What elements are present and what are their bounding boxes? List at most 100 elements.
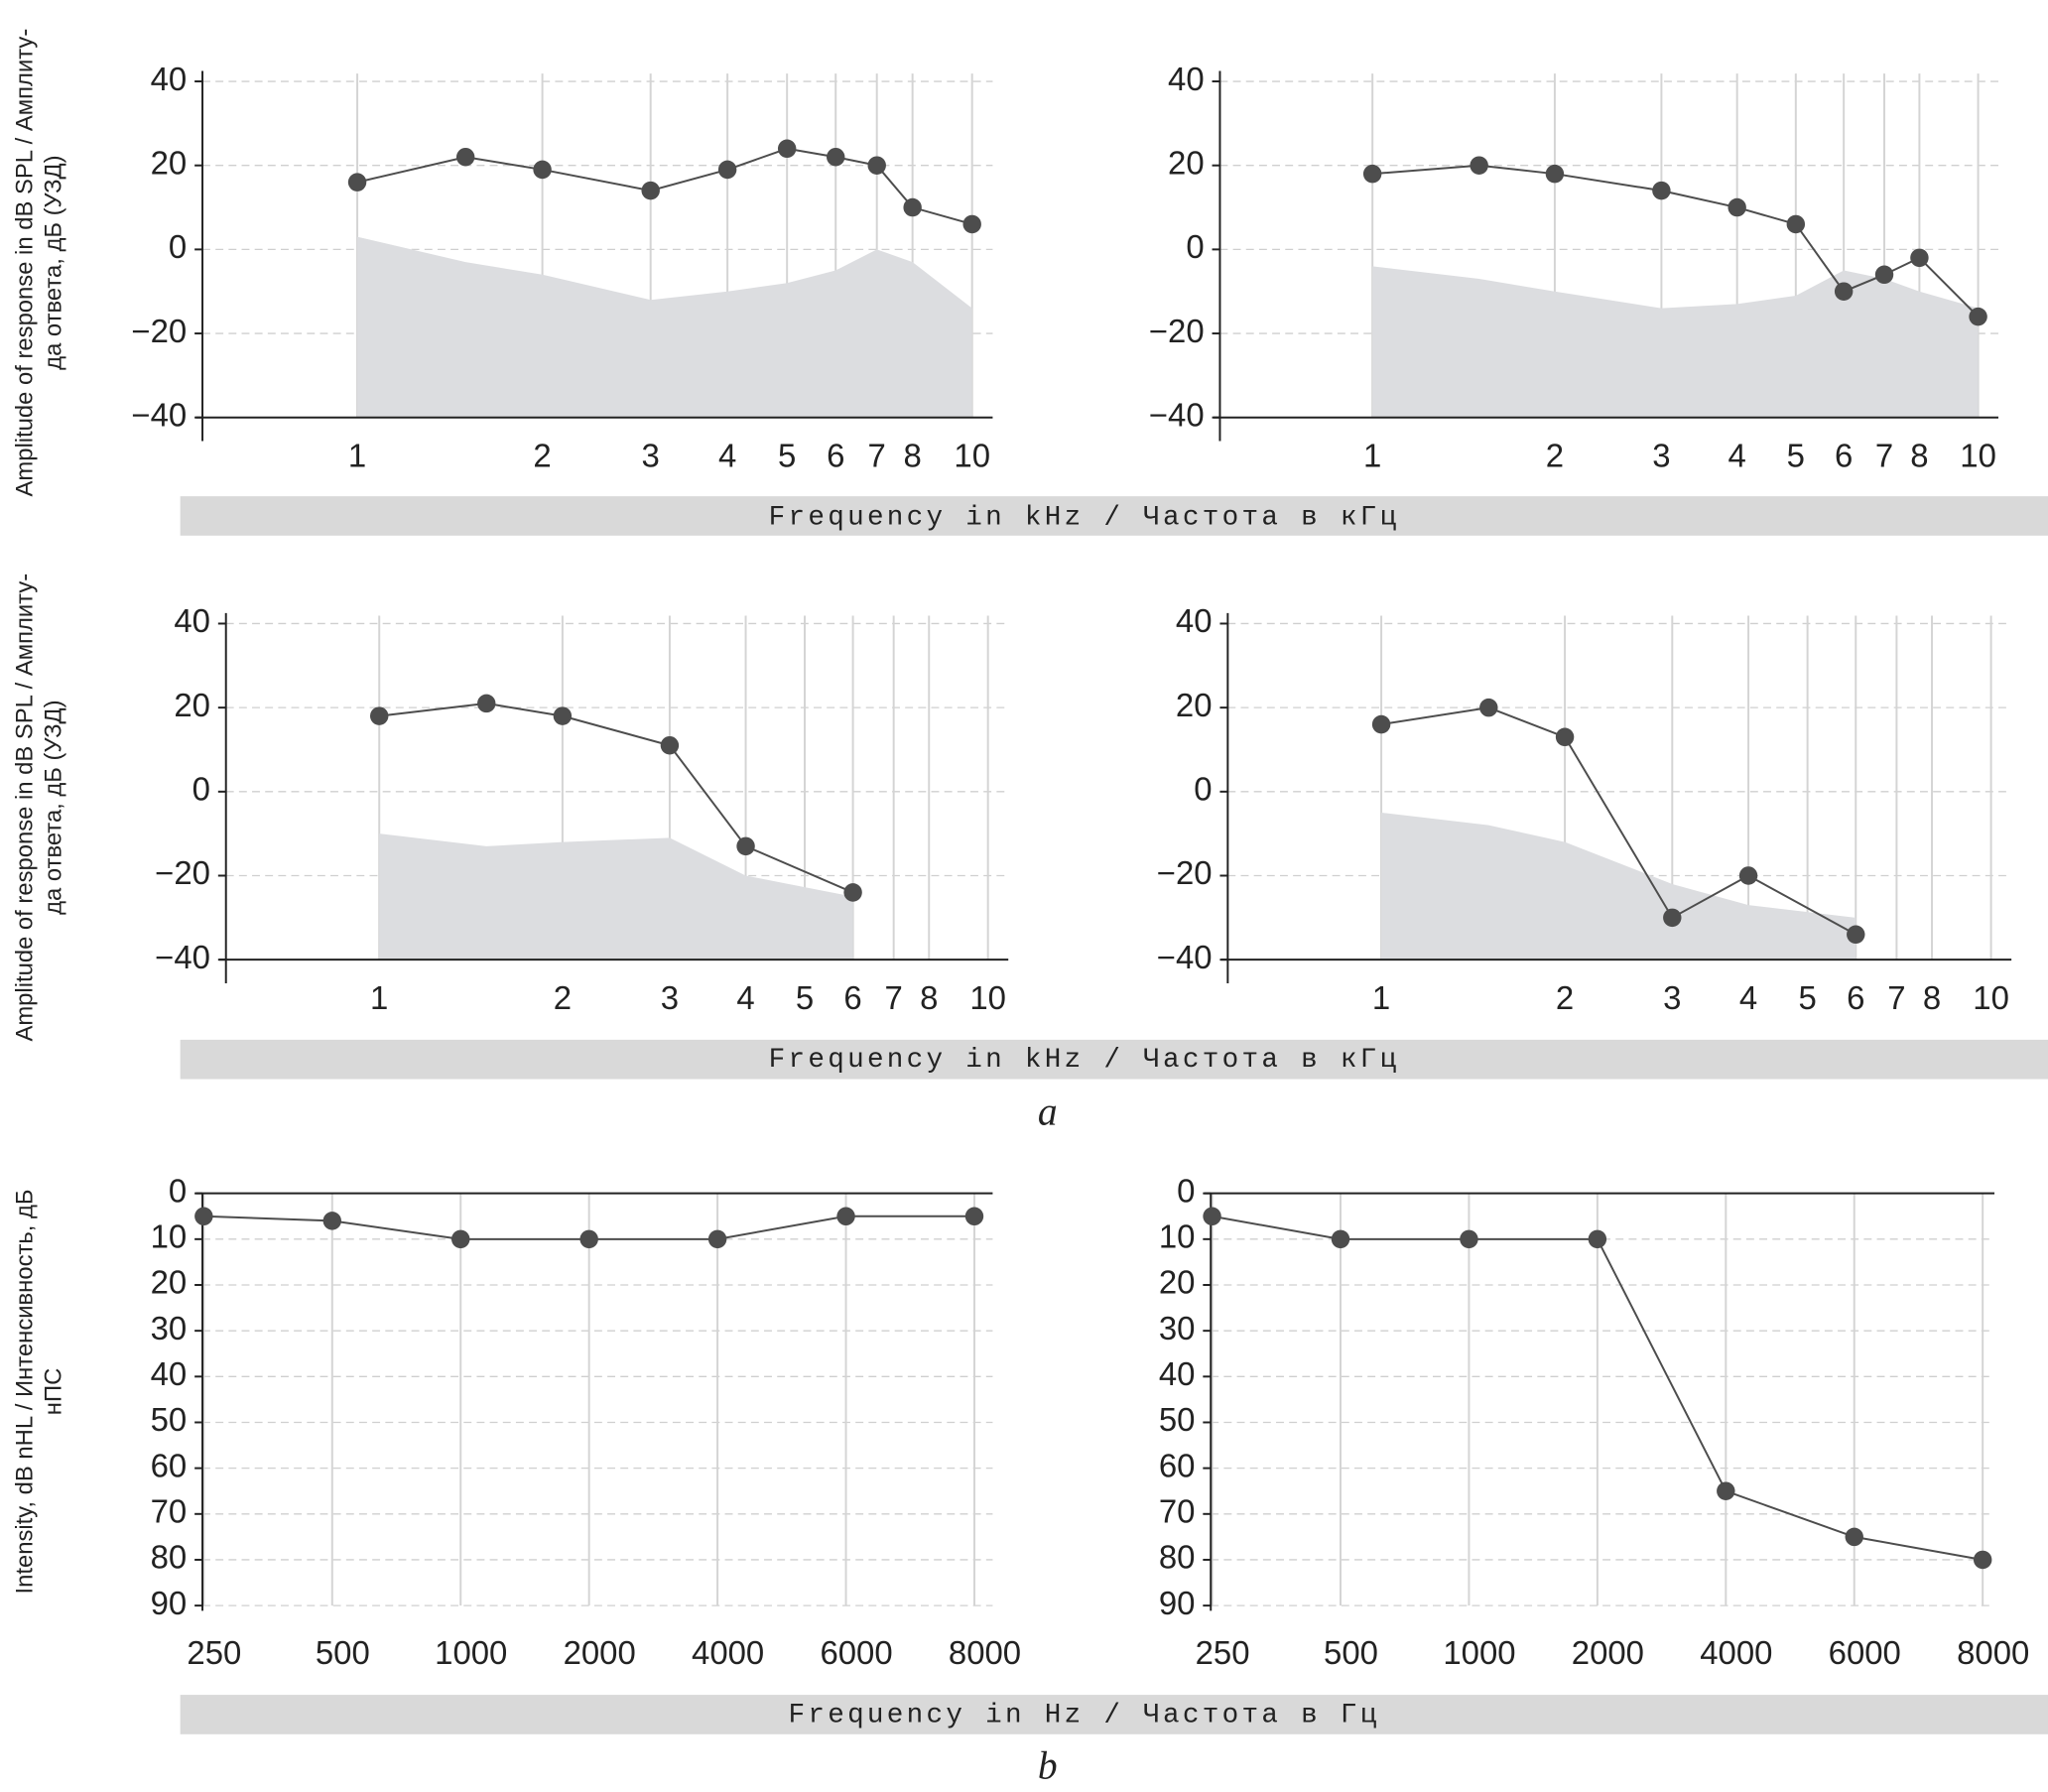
- data-point: [641, 181, 660, 200]
- x-tick-label: 4: [718, 437, 736, 473]
- data-point: [1847, 925, 1865, 945]
- noise-area: [1381, 812, 1856, 960]
- x-tick-label: 10: [954, 437, 990, 473]
- x-tick-label: 1: [348, 437, 366, 473]
- y-tick-label: −40: [1149, 396, 1205, 433]
- data-point: [1371, 714, 1391, 734]
- y-tick-label: 40: [1176, 602, 1213, 639]
- x-tick-label: 7: [885, 979, 903, 1016]
- data-point: [1652, 181, 1671, 200]
- x-tick-label: 250: [187, 1634, 241, 1671]
- y-tick-label: 30: [1159, 1310, 1196, 1346]
- x-tick-label: 6: [1847, 979, 1864, 1016]
- response-line: [1372, 164, 1980, 318]
- data-point: [707, 1229, 727, 1249]
- x-label-band: [180, 496, 2048, 536]
- x-tick-label: 8000: [1957, 1634, 2029, 1671]
- y-tick-label: 20: [151, 144, 188, 181]
- y-axis-label: да ответа, дБ (УЗД): [41, 155, 67, 369]
- y-tick-label: 60: [151, 1447, 188, 1483]
- data-point: [1973, 1550, 1992, 1570]
- data-point: [736, 836, 755, 856]
- data-point: [903, 197, 922, 217]
- x-tick-label: 3: [642, 437, 660, 473]
- x-tick-label: 1: [1363, 437, 1381, 473]
- noise-area: [379, 833, 853, 960]
- data-point: [455, 147, 475, 167]
- y-tick-label: 0: [1194, 770, 1212, 807]
- data-point: [843, 883, 862, 902]
- x-tick-label: 6000: [1829, 1634, 1901, 1671]
- x-tick-label: 6: [1835, 437, 1853, 473]
- y-tick-label: 90: [1159, 1585, 1196, 1621]
- data-point: [660, 735, 680, 755]
- data-point: [777, 139, 797, 159]
- data-point: [322, 1212, 341, 1230]
- x-tick-label: 4: [1728, 437, 1746, 473]
- data-point: [1834, 282, 1854, 301]
- y-tick-label: 0: [169, 228, 187, 265]
- y-axis-label: Amplitude of response in dB SPL / Амплит…: [12, 29, 39, 497]
- y-tick-label: −40: [131, 396, 187, 433]
- x-tick-label: 3: [661, 979, 679, 1016]
- y-tick-label: 50: [1159, 1401, 1196, 1438]
- data-point: [962, 214, 981, 234]
- y-tick-label: 0: [169, 1172, 187, 1209]
- data-point: [533, 160, 552, 180]
- data-point: [1969, 307, 1987, 326]
- noise-area: [357, 236, 972, 418]
- y-axis-label: да ответа, дБ (УЗД): [41, 700, 67, 914]
- x-tick-label: 8: [920, 979, 938, 1016]
- data-point: [1717, 1481, 1735, 1500]
- data-point: [867, 156, 886, 175]
- response-line: [356, 147, 972, 225]
- data-point: [579, 1229, 598, 1249]
- caption: a: [1038, 1090, 1058, 1134]
- data-point: [477, 694, 496, 713]
- x-axis-label: Frequency in kHz / Частота в кГц: [769, 1045, 1400, 1076]
- data-point: [369, 706, 389, 725]
- y-tick-label: −40: [155, 939, 210, 975]
- data-point: [1786, 214, 1806, 234]
- x-label-band: [180, 1695, 2048, 1734]
- x-tick-label: 2000: [564, 1634, 636, 1671]
- x-axis-label: Frequency in kHz / Частота в кГц: [769, 503, 1400, 534]
- x-tick-label: 1: [370, 979, 388, 1016]
- y-tick-label: 40: [151, 1355, 188, 1392]
- data-point: [1663, 908, 1682, 928]
- y-tick-label: −20: [155, 854, 210, 891]
- x-tick-label: 6: [827, 437, 844, 473]
- y-tick-label: 60: [1159, 1447, 1196, 1483]
- x-tick-label: 7: [1887, 979, 1905, 1016]
- x-tick-label: 6000: [820, 1634, 892, 1671]
- y-axis-label: нПС: [41, 1368, 67, 1415]
- y-axis-label: Intensity, dB nHL / Интенсивность, дБ: [12, 1189, 39, 1594]
- response-line: [379, 702, 853, 894]
- x-tick-label: 1: [1372, 979, 1390, 1016]
- y-tick-label: 0: [1177, 1172, 1195, 1209]
- noise-area: [1372, 266, 1979, 418]
- x-tick-label: 10: [1960, 437, 1996, 473]
- data-point: [553, 706, 573, 725]
- data-point: [1460, 1229, 1478, 1249]
- y-tick-label: −40: [1157, 939, 1213, 975]
- data-point: [1910, 248, 1929, 268]
- data-point: [1203, 1207, 1221, 1226]
- x-tick-label: 5: [796, 979, 814, 1016]
- data-point: [1479, 698, 1498, 717]
- y-tick-label: −20: [1149, 313, 1205, 349]
- y-tick-label: 10: [151, 1218, 188, 1255]
- x-tick-label: 7: [1875, 437, 1893, 473]
- data-point: [1738, 866, 1758, 885]
- y-tick-label: 0: [192, 770, 210, 807]
- y-tick-label: −20: [131, 313, 187, 349]
- x-tick-label: 2000: [1572, 1634, 1644, 1671]
- y-tick-label: 20: [174, 687, 210, 723]
- x-tick-label: 1000: [1443, 1634, 1515, 1671]
- response-line: [1380, 706, 1856, 936]
- data-point: [1545, 164, 1565, 184]
- y-tick-label: 20: [1176, 687, 1213, 723]
- data-point: [451, 1229, 470, 1249]
- data-point: [1470, 156, 1488, 175]
- y-tick-label: 80: [151, 1539, 188, 1576]
